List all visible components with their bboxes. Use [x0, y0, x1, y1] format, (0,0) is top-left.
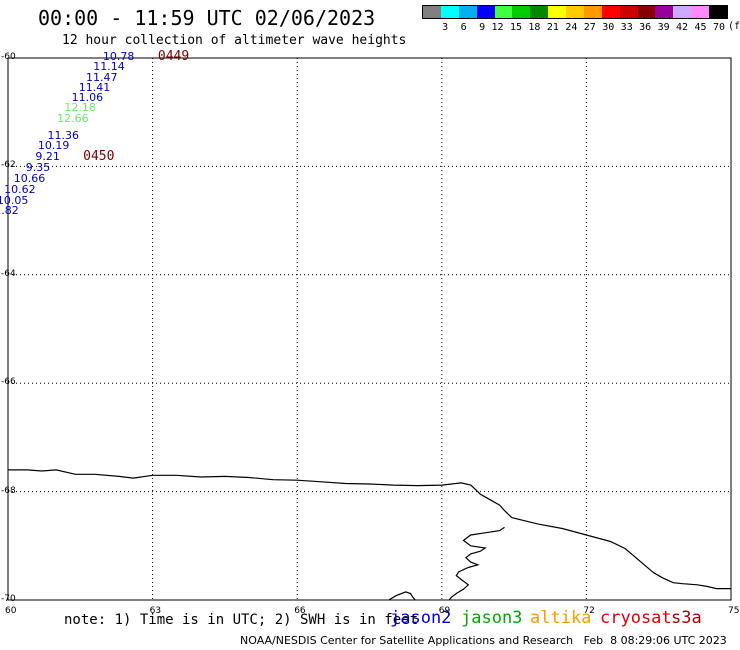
legend-swatch [458, 6, 477, 18]
legend-swatch [494, 6, 513, 18]
x-tick-label: 63 [149, 606, 162, 616]
wave-height-label: 11.82 [0, 204, 19, 218]
satellite-s3a: s3a [671, 608, 702, 628]
legend-swatch [655, 6, 674, 18]
y-tick-label: -62 [1, 160, 16, 171]
legend-label: 30 [602, 22, 615, 33]
y-tick-label: -70 [1, 594, 16, 604]
footer-note: note: 1) Time is in UTC; 2) SWH is in fe… [64, 612, 419, 628]
y-tick-label: -64 [1, 268, 16, 279]
wave-height-label: 12.18 [64, 101, 96, 115]
legend-label: 45 [694, 22, 707, 33]
legend-label: 33 [620, 22, 633, 33]
legend-swatch [691, 6, 709, 18]
legend-swatch [601, 6, 620, 18]
wave-height-label: 9.35 [25, 161, 51, 175]
page-title: 00:00 - 11:59 UTC 02/06/2023 [38, 6, 376, 30]
legend-swatch [476, 6, 495, 18]
legend-color-bar [422, 5, 728, 19]
legend-label: 42 [676, 22, 689, 33]
legend-label: 9 [479, 22, 486, 33]
wave-height-label: 11.47 [86, 70, 118, 84]
x-tick-label: 72 [583, 606, 595, 616]
legend-swatch [619, 6, 638, 18]
coastline [8, 469, 731, 601]
pass-time-label: 0449 [157, 49, 190, 64]
legend-swatch [530, 6, 549, 18]
y-tick-label: -66 [1, 377, 16, 388]
legend-label: 12 [491, 22, 504, 33]
legend-swatch [512, 6, 531, 18]
legend-swatch [423, 6, 441, 18]
legend-label: 18 [528, 22, 541, 33]
legend-swatch [440, 6, 459, 18]
wave-height-label: 10.78 [102, 50, 135, 63]
legend-label: 24 [565, 22, 578, 33]
satellite-altika: altika [530, 608, 592, 628]
legend-label: 36 [639, 22, 652, 33]
map-frame [7, 57, 732, 601]
x-tick-label: 69 [438, 606, 451, 616]
wave-height-label: 10.19 [37, 139, 70, 153]
coastline-segment [8, 469, 731, 590]
wave-height-label: 10.05 [0, 193, 29, 207]
wave-height-label: 11.14 [93, 60, 125, 74]
wave-height-label: 9.21 [35, 150, 60, 164]
page-subtitle: 12 hour collection of altimeter wave hei… [62, 33, 407, 48]
legend-label: 70 [712, 22, 725, 33]
wave-height-label: 11.41 [78, 80, 111, 94]
x-tick-label: 75 [728, 606, 740, 616]
x-tick-label: 60 [5, 606, 17, 616]
legend-swatch [548, 6, 566, 18]
wave-height-label: 10.62 [4, 182, 36, 196]
wave-height-label: 11.06 [71, 91, 104, 105]
satellite-jason2: jason2 [390, 608, 452, 628]
legend-label: 15 [509, 22, 522, 33]
graticule [8, 58, 731, 600]
credit-timestamp: Feb 8 08:29:06 UTC 2023 [583, 634, 727, 647]
y-tick-label: -60 [1, 52, 16, 62]
satellite-cryosat: cryosat [600, 608, 672, 628]
legend-label: 39 [657, 22, 670, 33]
y-tick-label: -68 [1, 485, 16, 496]
legend-unit: (ft) [728, 21, 740, 32]
legend-swatch [673, 6, 692, 18]
credit-text: NOAA/NESDIS Center for Satellite Applica… [240, 634, 574, 647]
wave-height-label: 10.66 [13, 171, 46, 185]
legend-swatch [637, 6, 656, 18]
legend-labels: 3 6 9 12 15 18 21 24 27 30 33 36 39 42 45 70 [422, 22, 728, 33]
legend-swatch [709, 6, 727, 18]
legend-label: 21 [546, 22, 559, 33]
legend-label: 27 [583, 22, 596, 33]
coastline-segment [388, 591, 416, 601]
wave-height-label: 12.66 [57, 111, 89, 125]
coastline-segment [448, 526, 505, 601]
legend-label: 6 [460, 22, 467, 33]
wave-height-legend: 3 6 9 12 15 18 21 24 27 30 33 36 39 42 45 70 [422, 5, 728, 33]
x-tick-label: 66 [294, 606, 306, 616]
legend-swatch [566, 6, 584, 18]
legend-swatch [583, 6, 602, 18]
wave-height-label: 11.36 [47, 128, 79, 142]
satellite-jason3: jason3 [461, 608, 523, 628]
footer-credit: NOAA/NESDIS Center for Satellite Applica… [240, 634, 727, 647]
pass-time-label: 0450 [83, 149, 115, 165]
legend-label: 3 [442, 22, 449, 33]
